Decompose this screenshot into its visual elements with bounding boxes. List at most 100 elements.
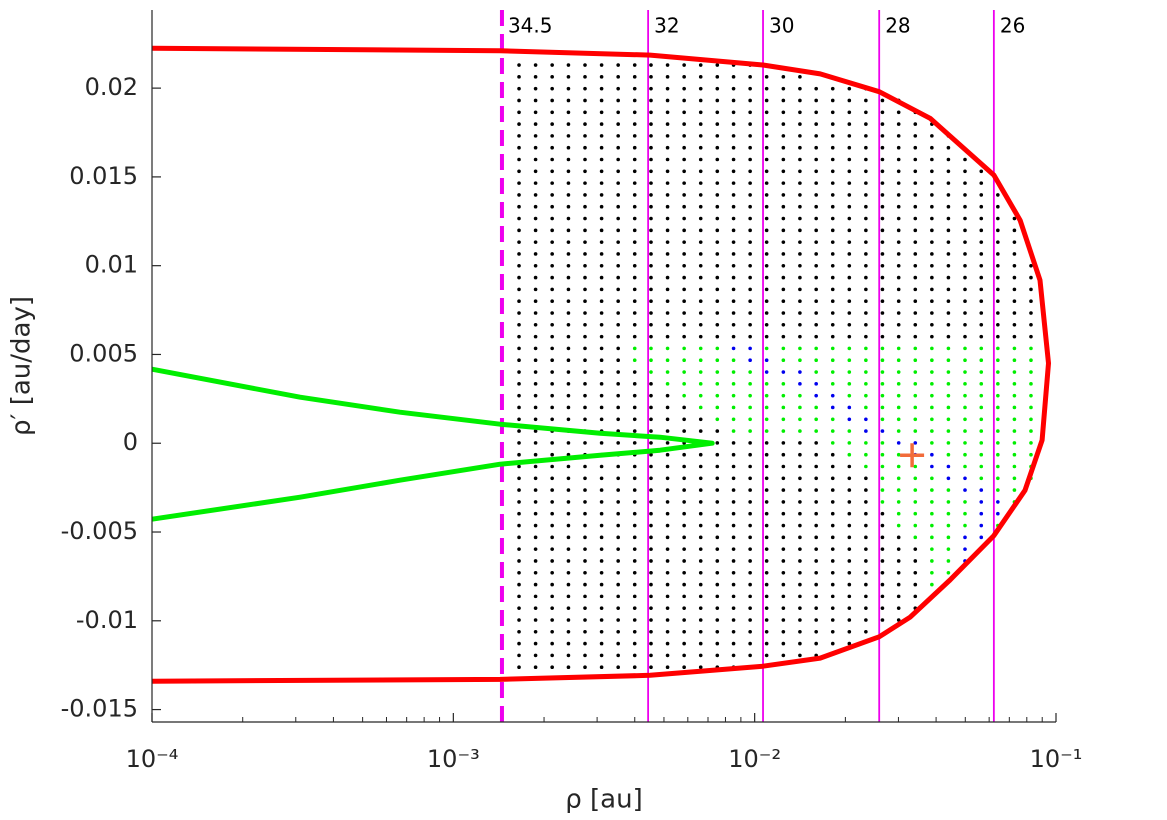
grid-point <box>715 653 720 658</box>
grid-point <box>913 287 918 292</box>
grid-point <box>682 169 686 174</box>
grid-point <box>731 145 736 150</box>
grid-point <box>913 157 918 162</box>
grid-point <box>599 193 604 197</box>
grid-point <box>814 511 818 516</box>
grid-point <box>649 523 653 528</box>
grid-point <box>748 618 752 622</box>
grid-point <box>963 181 967 185</box>
grid-point <box>583 523 587 528</box>
grid-point <box>632 334 637 339</box>
grid-point <box>979 370 984 374</box>
grid-point <box>665 358 670 363</box>
grid-point <box>616 228 620 233</box>
grid-point <box>550 98 554 103</box>
grid-point <box>798 157 802 162</box>
grid-point <box>682 476 686 481</box>
grid-point <box>632 523 637 528</box>
grid-point <box>616 405 620 410</box>
grid-point <box>698 594 703 599</box>
grid-point <box>632 488 637 492</box>
grid-point <box>913 193 918 197</box>
grid-point <box>583 570 587 575</box>
grid-point <box>517 145 521 150</box>
grid-point <box>930 299 934 303</box>
grid-point <box>698 665 703 670</box>
grid-point <box>632 323 637 327</box>
grid-point <box>715 452 720 457</box>
grid-point <box>731 476 736 481</box>
grid-point <box>1012 405 1017 410</box>
grid-point <box>665 75 670 79</box>
grid-point <box>649 311 653 315</box>
grid-point <box>632 263 637 268</box>
grid-point <box>896 299 901 303</box>
grid-point <box>566 323 571 327</box>
grid-point <box>748 263 752 268</box>
grid-point <box>649 570 653 575</box>
grid-point <box>583 594 587 599</box>
grid-point <box>649 535 653 540</box>
grid-point <box>550 240 554 244</box>
grid-point <box>583 252 587 256</box>
grid-point <box>798 382 802 386</box>
grid-point <box>946 252 951 256</box>
grid-point <box>517 98 521 103</box>
grid-point <box>731 287 736 292</box>
grid-point <box>682 86 686 91</box>
grid-point <box>1012 334 1017 339</box>
grid-point <box>748 157 752 162</box>
grid-point <box>715 240 720 244</box>
grid-point <box>864 582 868 587</box>
grid-point <box>798 287 802 292</box>
grid-point <box>533 204 538 209</box>
grid-point <box>533 228 538 233</box>
grid-point <box>649 346 653 351</box>
grid-point <box>550 570 554 575</box>
grid-point <box>698 240 703 244</box>
grid-point <box>665 370 670 374</box>
grid-point <box>979 263 984 268</box>
grid-point <box>649 169 653 174</box>
grid-point <box>847 311 852 315</box>
grid-point <box>781 370 786 374</box>
grid-point <box>649 86 653 91</box>
grid-point <box>533 110 538 115</box>
grid-point <box>632 441 637 445</box>
marker-cross <box>900 443 925 468</box>
grid-point <box>847 134 852 138</box>
grid-point <box>781 110 786 115</box>
grid-point <box>566 641 571 646</box>
grid-point <box>946 169 951 174</box>
grid-point <box>649 181 653 185</box>
grid-point <box>1012 429 1017 433</box>
grid-point <box>864 570 868 575</box>
grid-point <box>715 157 720 162</box>
grid-point <box>1029 417 1033 422</box>
grid-point <box>781 594 786 599</box>
grid-point <box>566 181 571 185</box>
grid-point <box>798 299 802 303</box>
grid-point <box>814 358 818 363</box>
grid-point <box>550 606 554 610</box>
grid-point <box>880 570 885 575</box>
grid-point <box>583 393 587 398</box>
grid-point <box>616 299 620 303</box>
grid-point <box>715 181 720 185</box>
grid-point <box>550 405 554 410</box>
grid-point <box>632 665 637 670</box>
grid-point <box>583 346 587 351</box>
grid-point <box>599 157 604 162</box>
grid-point <box>682 334 686 339</box>
grid-point <box>632 275 637 280</box>
grid-point <box>533 358 538 363</box>
grid-point <box>665 240 670 244</box>
grid-point <box>814 523 818 528</box>
grid-point <box>781 145 786 150</box>
grid-point <box>996 240 1000 244</box>
grid-point <box>847 405 852 410</box>
grid-point <box>731 181 736 185</box>
grid-point <box>764 582 769 587</box>
grid-point <box>632 476 637 481</box>
grid-point <box>682 145 686 150</box>
